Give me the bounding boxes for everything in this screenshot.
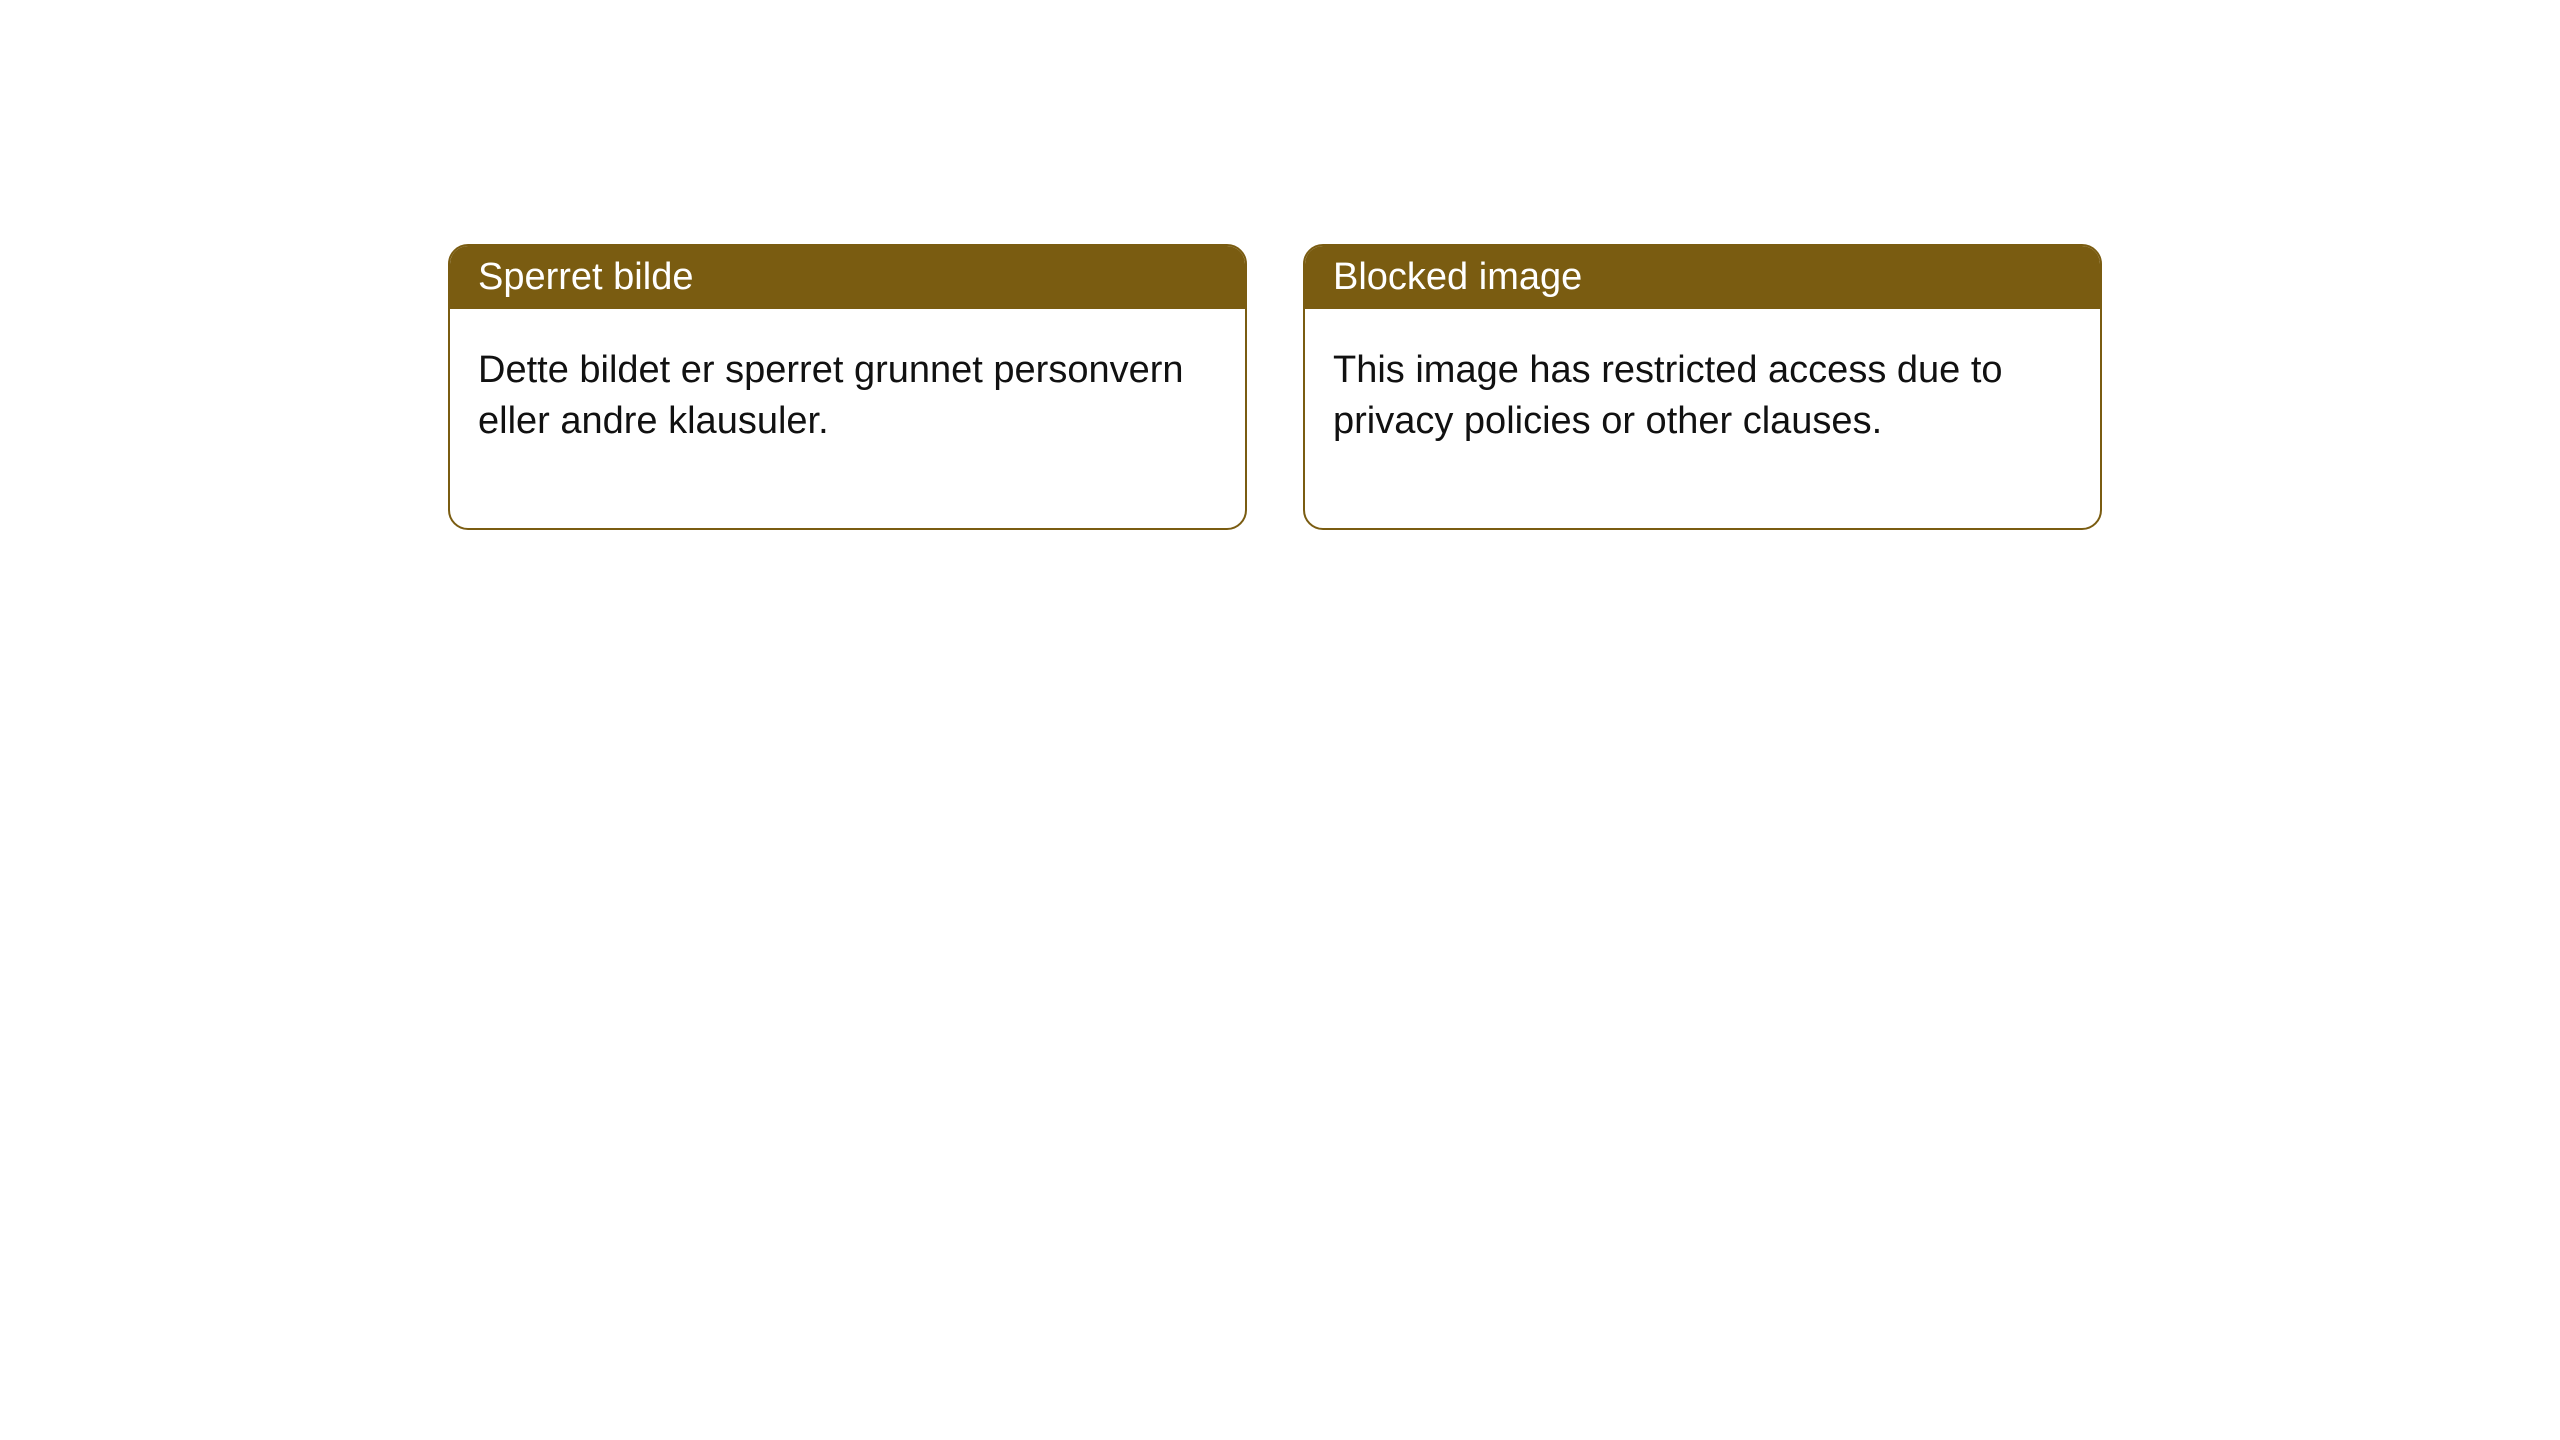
card-header: Sperret bilde (450, 246, 1245, 309)
card-body-text: Dette bildet er sperret grunnet personve… (478, 349, 1184, 442)
blocked-image-card-no: Sperret bilde Dette bildet er sperret gr… (448, 244, 1247, 530)
card-title: Blocked image (1333, 256, 1582, 298)
card-title: Sperret bilde (478, 256, 693, 298)
card-body: This image has restricted access due to … (1305, 309, 2100, 528)
card-body-text: This image has restricted access due to … (1333, 349, 2003, 442)
card-header: Blocked image (1305, 246, 2100, 309)
card-body: Dette bildet er sperret grunnet personve… (450, 309, 1245, 528)
notice-cards-container: Sperret bilde Dette bildet er sperret gr… (448, 244, 2102, 530)
blocked-image-card-en: Blocked image This image has restricted … (1303, 244, 2102, 530)
